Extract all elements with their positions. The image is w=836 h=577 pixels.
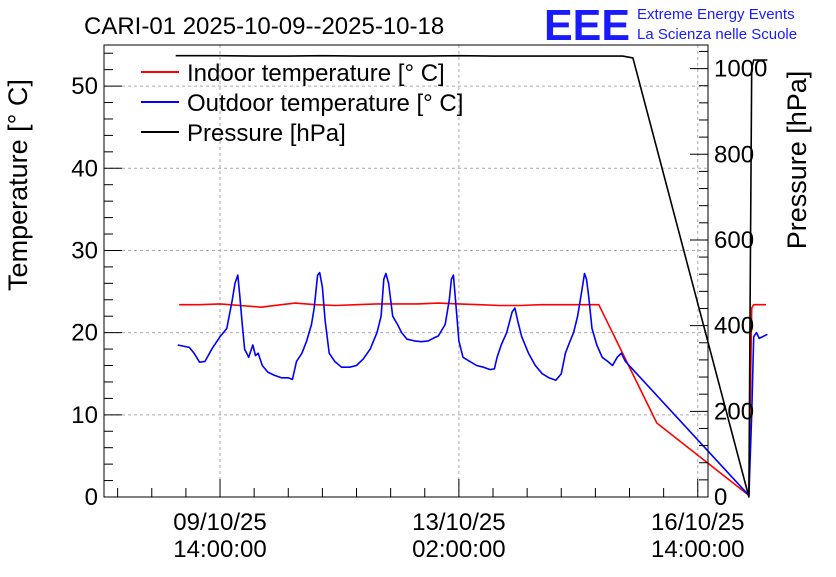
right-tick-label: 800: [714, 141, 754, 168]
series-line-indoor: [179, 302, 766, 497]
x-tick-label-date: 16/10/25: [651, 509, 744, 536]
right-tick-label: 0: [714, 484, 727, 511]
right-tick-label: 1000: [714, 56, 767, 83]
eee-logo: EEE Extreme Energy Events La Scienza nel…: [544, 1, 797, 50]
chart-title: CARI-01 2025-10-09--2025-10-18: [84, 13, 444, 40]
logo-mark: EEE: [544, 1, 630, 50]
x-tick-label-date: 13/10/25: [412, 509, 505, 536]
series-line-pressure: [175, 54, 768, 498]
left-tick-label: 20: [71, 320, 98, 347]
series-layer: [175, 54, 768, 498]
plot-frame: [103, 44, 709, 498]
y-axis-label-right: Pressure [hPa]: [782, 71, 812, 250]
left-tick-label: 50: [71, 73, 98, 100]
x-tick-label-time: 14:00:00: [173, 536, 266, 563]
left-tick-label: 30: [71, 237, 98, 264]
grid: [104, 45, 708, 497]
logo-line-1: Extreme Energy Events: [637, 6, 795, 23]
logo-line-2: La Scienza nelle Scuole: [637, 26, 797, 43]
x-tick-label-time: 02:00:00: [412, 536, 505, 563]
legend-label-pressure: Pressure [hPa]: [187, 120, 346, 147]
x-tick-label-date: 09/10/25: [173, 509, 266, 536]
series-line-outdoor: [177, 271, 768, 497]
left-tick-label: 0: [85, 484, 98, 511]
legend: Indoor temperature [° C] Outdoor temperat…: [141, 60, 463, 147]
legend-label-outdoor: Outdoor temperature [° C]: [187, 90, 463, 117]
y-axis-label-left: Temperature [° C]: [3, 79, 33, 291]
axes: 010203040500200400600800100009/10/2514:0…: [71, 50, 767, 563]
left-tick-label: 10: [71, 402, 98, 429]
right-tick-label: 600: [714, 227, 754, 254]
left-tick-label: 40: [71, 155, 98, 182]
x-tick-label-time: 14:00:00: [651, 536, 744, 563]
right-tick-label: 200: [714, 398, 754, 425]
legend-label-indoor: Indoor temperature [° C]: [187, 60, 445, 87]
right-tick-label: 400: [714, 313, 754, 340]
